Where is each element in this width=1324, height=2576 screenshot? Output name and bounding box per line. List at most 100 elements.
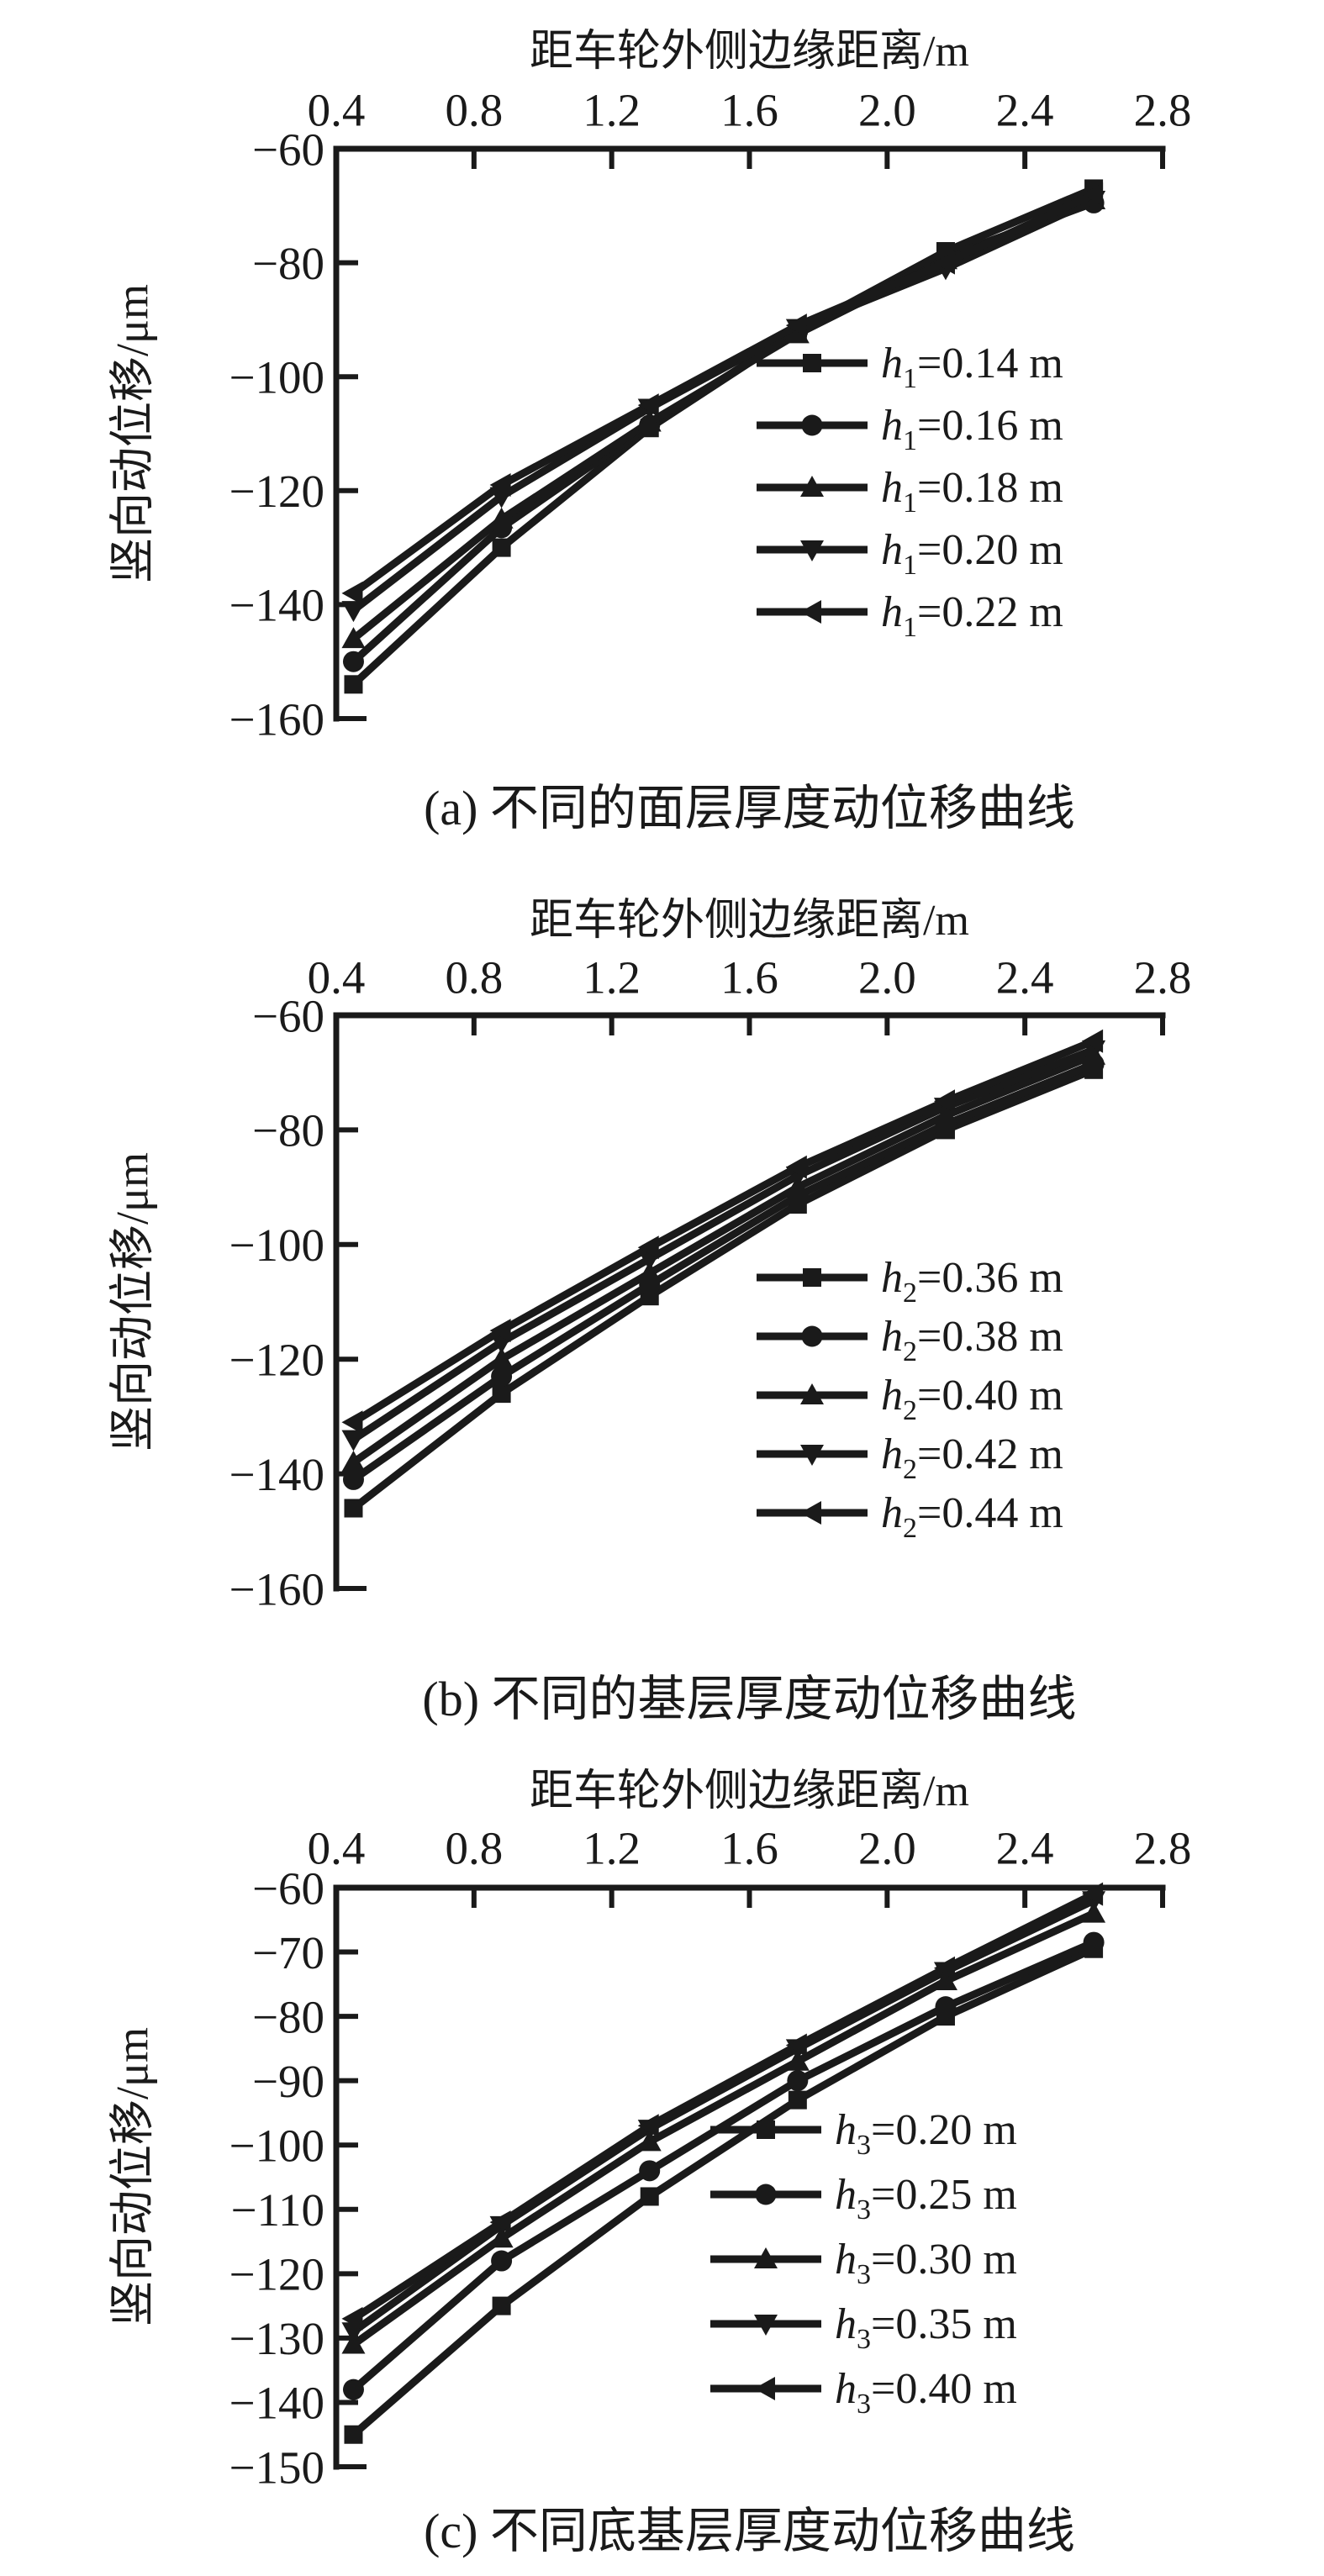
x-tick-label-b: 1.2 — [583, 951, 641, 1003]
legend-marker-triangle-up-a — [800, 476, 824, 497]
y-tick-label-a: −160 — [229, 693, 324, 745]
x-tick-label-c: 2.0 — [858, 1822, 916, 1873]
y-tick-label-a: −80 — [252, 238, 324, 289]
data-point-triangle-up-a — [489, 507, 514, 529]
legend-label-b: h2=0.44 m — [881, 1489, 1063, 1544]
x-tick-label-c: 0.4 — [308, 1822, 366, 1873]
legend-label-a: h1=0.22 m — [881, 588, 1063, 643]
legend-label-c: h3=0.20 m — [835, 2106, 1017, 2161]
legend-label-c: h3=0.30 m — [835, 2236, 1017, 2290]
data-point-triangle-left-a — [489, 473, 511, 498]
data-point-square-c — [344, 2425, 363, 2444]
legend-marker-square-a — [803, 354, 821, 372]
series-line-triangle-up-c — [351, 1910, 1095, 2348]
y-tick-label-c: −130 — [229, 2313, 324, 2364]
data-point-circle-c — [935, 1996, 957, 2018]
data-point-circle-c — [639, 2160, 661, 2182]
series-line-square-b — [351, 1066, 1095, 1512]
y-tick-label-c: −110 — [231, 2184, 324, 2236]
series-line-circle-b — [351, 1060, 1095, 1483]
legend-marker-circle-a — [801, 414, 823, 436]
legend-marker-triangle-left-a — [800, 600, 821, 624]
data-point-square-c — [640, 2187, 659, 2206]
y-tick-label-c: −90 — [252, 2056, 324, 2107]
data-point-square-c — [492, 2296, 511, 2315]
series-line-triangle-left-b — [351, 1037, 1095, 1426]
data-point-circle-c — [342, 2378, 364, 2400]
y-tick-label-c: −140 — [229, 2378, 324, 2429]
x-axis-title-c: 距车轮外侧边缘距离/m — [530, 1767, 969, 1815]
x-tick-label-a: 1.2 — [583, 84, 641, 135]
data-point-circle-c — [1083, 1931, 1105, 1953]
legend-label-b: h2=0.38 m — [881, 1313, 1063, 1367]
series-line-square-c — [351, 1945, 1095, 2438]
data-point-triangle-left-a — [341, 581, 363, 605]
y-tick-label-c: −60 — [252, 1862, 324, 1914]
x-axis-title-a: 距车轮外侧边缘距离/m — [530, 28, 969, 76]
y-tick-label-b: −60 — [252, 990, 324, 1041]
series-line-triangle-down-b — [351, 1046, 1095, 1443]
x-tick-label-c: 2.8 — [1134, 1822, 1192, 1873]
y-tick-label-c: −80 — [252, 1991, 324, 2042]
data-point-triangle-left-b — [489, 1319, 511, 1343]
x-tick-label-c: 1.6 — [720, 1822, 778, 1873]
data-point-triangle-left-c — [1082, 1882, 1104, 1906]
x-tick-label-b: 2.8 — [1134, 951, 1192, 1003]
x-tick-label-b: 2.4 — [996, 951, 1054, 1003]
legend-label-b: h2=0.40 m — [881, 1372, 1063, 1426]
y-tick-label-b: −120 — [229, 1334, 324, 1385]
y-tick-label-a: −120 — [229, 466, 324, 517]
data-point-circle-b — [342, 1468, 364, 1490]
data-point-triangle-left-b — [637, 1235, 659, 1260]
legend-marker-triangle-down-c — [754, 2315, 778, 2336]
data-point-triangle-left-a — [785, 313, 807, 338]
x-axis-title-b: 距车轮外侧边缘距离/m — [530, 897, 969, 945]
y-tick-label-a: −60 — [252, 124, 324, 175]
y-tick-label-c: −150 — [229, 2442, 324, 2493]
caption-c: (c) 不同底基层厚度动位移曲线 — [424, 2504, 1075, 2558]
caption-a: (a) 不同的面层厚度动位移曲线 — [424, 781, 1075, 835]
legend-label-a: h1=0.18 m — [881, 464, 1063, 519]
data-point-triangle-left-b — [341, 1410, 363, 1435]
x-tick-label-a: 0.8 — [445, 84, 503, 135]
x-tick-label-b: 0.4 — [308, 951, 366, 1003]
data-point-triangle-up-a — [637, 410, 662, 432]
data-point-square-a — [344, 675, 363, 694]
data-point-square-a — [492, 538, 511, 557]
caption-b: (b) 不同的基层厚度动位移曲线 — [422, 1672, 1077, 1726]
y-tick-label-b: −140 — [229, 1449, 324, 1500]
data-point-triangle-left-c — [637, 2114, 659, 2138]
series-line-triangle-left-c — [351, 1890, 1096, 2322]
data-point-triangle-left-c — [785, 2033, 807, 2057]
data-point-triangle-left-c — [341, 2306, 363, 2331]
data-point-square-b — [492, 1384, 511, 1404]
legend-label-a: h1=0.14 m — [881, 340, 1063, 394]
data-point-triangle-down-b — [341, 1430, 366, 1451]
x-tick-label-a: 1.6 — [720, 84, 778, 135]
data-point-square-c — [788, 2090, 807, 2110]
data-point-triangle-left-a — [933, 250, 955, 275]
y-tick-label-b: −160 — [229, 1563, 324, 1615]
data-point-triangle-left-b — [1082, 1029, 1104, 1053]
legend-label-c: h3=0.40 m — [835, 2365, 1017, 2420]
x-tick-label-c: 0.8 — [445, 1822, 503, 1873]
data-point-triangle-up-b — [637, 1261, 662, 1283]
data-point-triangle-left-b — [785, 1155, 807, 1179]
y-tick-label-a: −100 — [229, 351, 324, 403]
legend-label-b: h2=0.42 m — [881, 1430, 1063, 1485]
data-point-circle-c — [787, 2070, 809, 2092]
x-tick-label-a: 2.8 — [1134, 84, 1192, 135]
x-tick-label-b: 1.6 — [720, 951, 778, 1003]
legend-marker-square-b — [803, 1268, 821, 1287]
x-tick-label-b: 2.0 — [858, 951, 916, 1003]
x-tick-label-c: 1.2 — [583, 1822, 641, 1873]
data-point-triangle-left-a — [1082, 182, 1104, 207]
y-tick-label-c: −120 — [229, 2249, 324, 2300]
legend-label-c: h3=0.25 m — [835, 2171, 1017, 2226]
data-point-triangle-up-a — [341, 627, 366, 649]
legend-label-a: h1=0.20 m — [881, 526, 1063, 581]
data-point-circle-c — [491, 2250, 513, 2272]
legend-marker-square-c — [757, 2120, 775, 2139]
